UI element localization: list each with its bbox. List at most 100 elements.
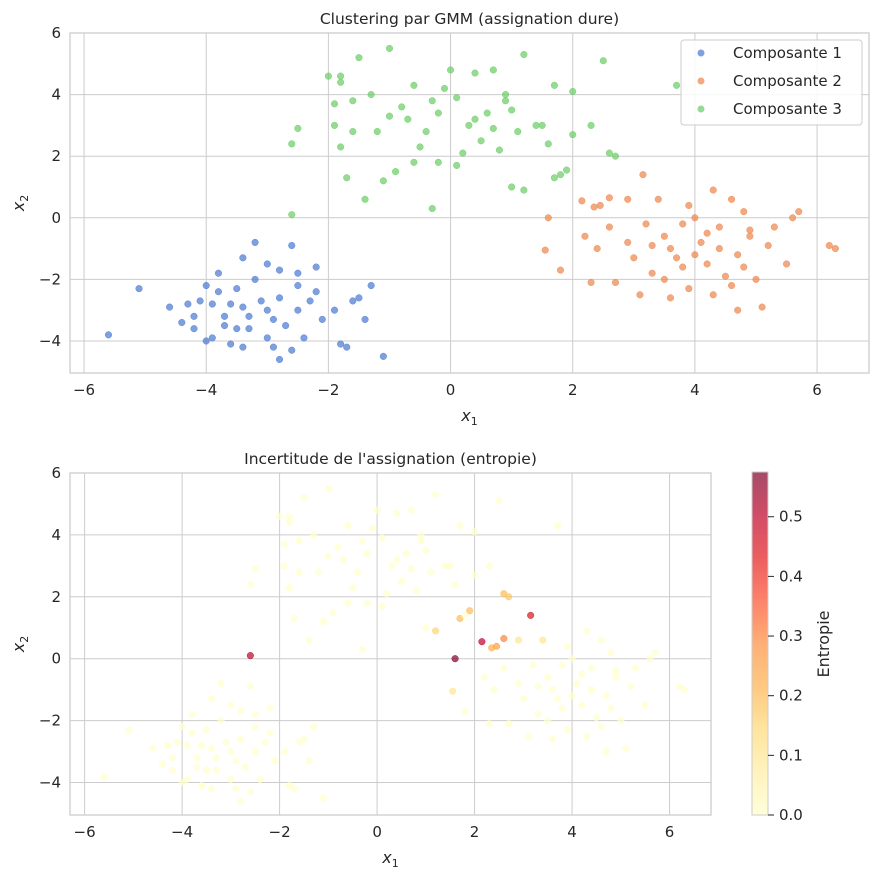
entropy-point: [266, 704, 274, 712]
entropy-point: [539, 636, 547, 644]
entropy-point: [295, 568, 303, 576]
entropy-point: [251, 748, 259, 756]
point-composante-3: [508, 183, 516, 191]
entropy-point: [246, 652, 254, 660]
entropy-point: [558, 704, 566, 712]
entropy-point: [432, 627, 440, 635]
point-composante-1: [306, 297, 314, 305]
entropy-point: [432, 491, 440, 499]
entropy-point: [378, 602, 386, 610]
point-composante-3: [343, 174, 351, 182]
point-composante-3: [489, 66, 497, 74]
entropy-point: [446, 562, 454, 570]
subplot-1: −6 −4 −2 0 2 4 6 −4 −2 0 2 4 6 Clustering par GMM (as…: [9, 10, 870, 428]
entropy-point: [280, 540, 289, 548]
point-composante-3: [563, 166, 571, 174]
colorbar-tick-label: 0.5: [779, 508, 803, 526]
point-composante-1: [337, 340, 345, 348]
point-composante-1: [269, 315, 277, 323]
point-composante-3: [361, 195, 369, 203]
entropy-point: [378, 534, 386, 542]
entropy-point: [456, 522, 464, 530]
entropy-point: [315, 568, 323, 576]
entropy-point: [188, 729, 196, 737]
point-composante-3: [550, 174, 558, 182]
entropy-point: [553, 522, 562, 530]
point-composante-3: [611, 152, 620, 160]
point-composante-3: [385, 44, 394, 52]
y-axis-label: x2: [9, 195, 31, 212]
y-tick-label: −4: [39, 774, 61, 792]
point-composante-1: [263, 306, 271, 314]
entropy-point: [407, 506, 415, 514]
entropy-point: [202, 726, 211, 734]
colorbar-label: Entropie: [814, 611, 833, 678]
point-composante-3: [465, 121, 473, 129]
point-composante-3: [324, 72, 332, 80]
chart-title: Clustering par GMM (assignation dure): [320, 10, 619, 28]
point-composante-2: [605, 194, 613, 202]
point-composante-3: [434, 158, 442, 166]
point-composante-1: [245, 312, 253, 320]
entropy-point: [232, 757, 240, 765]
entropy-point: [339, 556, 347, 564]
entropy-point: [568, 692, 576, 700]
point-composante-2: [789, 214, 797, 222]
entropy-point: [461, 611, 469, 619]
x-tick-label: −4: [171, 823, 193, 841]
entropy-point: [583, 732, 591, 740]
entropy-point: [534, 683, 542, 691]
entropy-point: [246, 683, 254, 691]
entropy-point: [251, 723, 259, 731]
entropy-point: [271, 757, 279, 765]
entropy-point: [544, 673, 552, 681]
entropy-point: [485, 720, 493, 728]
x-tick-label: −2: [317, 381, 339, 399]
entropy-point: [534, 710, 542, 718]
entropy-point: [478, 638, 486, 646]
entropy-point: [168, 766, 176, 774]
entropy-point: [202, 766, 211, 774]
point-composante-1: [220, 312, 229, 320]
point-composante-3: [404, 115, 412, 123]
entropy-point: [251, 710, 259, 718]
entropy-point: [276, 512, 284, 520]
entropy-point: [417, 531, 425, 539]
point-composante-1: [251, 238, 259, 246]
legend-label: Composante 2: [733, 72, 842, 90]
point-composante-3: [288, 140, 296, 148]
point-composante-2: [746, 232, 754, 240]
point-composante-3: [385, 112, 394, 120]
point-composante-2: [639, 171, 647, 179]
y-tick-label: 4: [51, 86, 61, 104]
point-composante-2: [666, 245, 675, 253]
point-composante-1: [214, 288, 222, 296]
point-composante-2: [703, 260, 711, 268]
y-tick-label: 2: [51, 147, 61, 165]
entropy-point: [290, 614, 298, 623]
entropy-point: [173, 738, 181, 746]
entropy-point: [305, 636, 313, 644]
entropy-point: [373, 506, 381, 514]
entropy-point: [159, 760, 167, 768]
point-composante-1: [355, 294, 363, 302]
y-tick-label: 0: [51, 209, 61, 227]
entropy-point: [627, 683, 635, 691]
x-axis-label: x1: [460, 406, 477, 428]
entropy-point: [631, 664, 639, 672]
entropy-point: [237, 797, 245, 805]
subplot-2: −6 −4 −2 0 2 4 6 −4 −2 0 2 4 6 Incertitude de l'assig…: [9, 450, 833, 870]
entropy-point: [261, 738, 269, 746]
entropy-point: [300, 494, 308, 502]
entropy-point: [573, 679, 581, 688]
point-composante-2: [746, 226, 754, 234]
point-composante-2: [544, 214, 552, 222]
point-composante-1: [202, 281, 210, 290]
point-composante-1: [269, 343, 277, 351]
entropy-point: [193, 763, 201, 771]
x-tick-label: −6: [74, 823, 96, 841]
entropy-point: [500, 664, 508, 672]
y-tick-label: 4: [51, 526, 61, 544]
point-composante-1: [312, 263, 320, 271]
